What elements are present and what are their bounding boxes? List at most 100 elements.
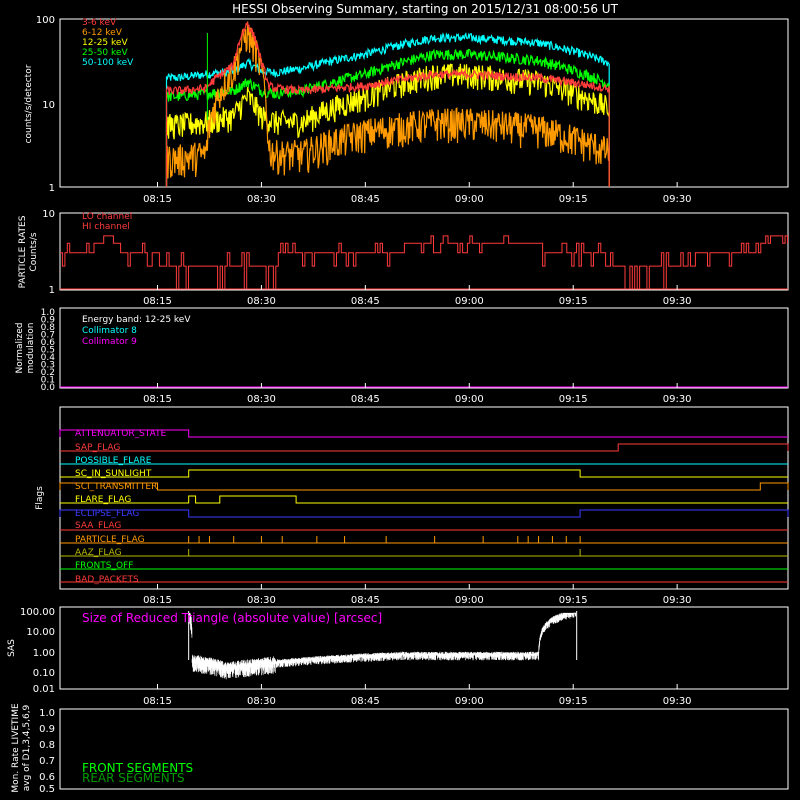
sas-ytick: 0.10 bbox=[33, 668, 55, 679]
x-tick-label: 09:00 bbox=[455, 595, 484, 606]
modulation-ytick: 0.3 bbox=[41, 361, 55, 371]
sas-ytick: 10.00 bbox=[26, 627, 55, 638]
particle-ytick: 1 bbox=[49, 285, 55, 296]
modulation-ylabel-2: modulation bbox=[26, 323, 36, 374]
modulation-ytick: 0.2 bbox=[41, 368, 55, 378]
particle-ytick: 10 bbox=[42, 209, 55, 220]
rates-3-6-kev-line bbox=[165, 21, 610, 187]
legend-25-50-kev: 25-50 keV bbox=[82, 48, 128, 58]
x-tick-label: 09:00 bbox=[455, 696, 484, 707]
x-tick-label: 09:30 bbox=[663, 696, 692, 707]
x-tick-label: 09:00 bbox=[455, 296, 484, 307]
particle-ylabel-2: Counts/s bbox=[29, 232, 39, 271]
sas-panel: SAS 100.00 10.00 1.00 0.10 0.01 Size of … bbox=[7, 606, 789, 707]
legend-3-6-kev: 3-6 keV bbox=[82, 18, 117, 28]
count-rates-series bbox=[165, 21, 610, 187]
count-rates-ytick: 10 bbox=[42, 100, 55, 111]
flags-panel: Flags ATTENUATOR_STATE SAP_FLAG POSSIBLE… bbox=[35, 406, 789, 606]
legend-12-25-kev: 12-25 keV bbox=[82, 38, 128, 48]
x-tick-label: 08:30 bbox=[247, 194, 276, 205]
livetime-ylabel-1: Mon. Rate LIVETIME bbox=[11, 703, 21, 793]
rates-50-100-kev-line bbox=[165, 32, 610, 187]
legend-energy-band: Energy band: 12-25 keV bbox=[82, 315, 191, 325]
livetime-ytick: 0.8 bbox=[39, 740, 55, 751]
legend-lo-channel: LO channel bbox=[82, 212, 132, 222]
x-tick-label: 08:15 bbox=[143, 394, 172, 405]
flag-label-bad-packets: BAD_PACKETS bbox=[75, 575, 139, 585]
modulation-yticks: 1.00.90.80.70.60.50.40.30.20.10.0 bbox=[41, 308, 56, 393]
flag-lines bbox=[59, 429, 789, 583]
flag-label-sap-flag: SAP_FLAG bbox=[75, 443, 120, 453]
flag-label-possible-flare: POSSIBLE_FLARE bbox=[75, 456, 152, 466]
flag-label-aaz-flag: AAZ_FLAG bbox=[75, 548, 122, 558]
x-tick-label: 09:15 bbox=[559, 595, 588, 606]
legend-50-100-kev: 50-100 keV bbox=[82, 58, 134, 68]
x-tick-label: 09:30 bbox=[663, 394, 692, 405]
legend-front-segments: FRONT SEGMENTS bbox=[82, 761, 193, 775]
x-tick-label: 09:15 bbox=[559, 296, 588, 307]
modulation-ylabel-1: Normalized bbox=[15, 322, 25, 373]
flag-label-particle-flag: PARTICLE_FLAG bbox=[75, 535, 145, 545]
sas-ytick: 1.00 bbox=[33, 648, 55, 659]
modulation-ytick: 0.7 bbox=[41, 331, 55, 341]
sas-ylabel: SAS bbox=[7, 639, 17, 657]
flag-line-flare-flag bbox=[60, 495, 788, 504]
livetime-ytick: 0.9 bbox=[39, 724, 55, 735]
livetime-ylabel-2: avg of D1,3,4,5,6,9 bbox=[22, 704, 32, 791]
x-tick-label: 08:30 bbox=[247, 595, 276, 606]
count-rates-ytick: 1 bbox=[49, 183, 55, 194]
particle-rates-panel: PARTICLE RATES Counts/s 10 1 LO channel … bbox=[18, 209, 789, 307]
x-tick-label: 08:45 bbox=[351, 296, 380, 307]
flag-line-eclipse-flag bbox=[59, 509, 789, 518]
x-tick-label: 08:15 bbox=[143, 296, 172, 307]
x-tick-label: 08:15 bbox=[143, 696, 172, 707]
sas-legend: Size of Reduced Triangle (absolute value… bbox=[82, 611, 382, 625]
legend-hi-channel: HI channel bbox=[82, 222, 130, 232]
x-tick-label: 09:15 bbox=[559, 696, 588, 707]
x-tick-label: 09:15 bbox=[559, 194, 588, 205]
livetime-ytick: 0.6 bbox=[39, 772, 55, 783]
sas-ytick: 0.01 bbox=[33, 684, 55, 695]
flag-label-fronts-off: FRONTS_OFF bbox=[75, 561, 133, 571]
legend-rear-segments: REAR SEGMENTS bbox=[82, 771, 185, 785]
particle-lo-channel-line bbox=[60, 235, 788, 290]
x-tick-label: 08:15 bbox=[143, 595, 172, 606]
livetime-ytick: 1.0 bbox=[39, 708, 55, 719]
sas-ytick: 100.00 bbox=[20, 607, 55, 618]
rates-25-50-kev-line bbox=[165, 48, 610, 187]
modulation-ytick: 0.0 bbox=[41, 383, 56, 393]
flag-label-sc-in-sunlight: SC_IN_SUNLIGHT bbox=[75, 469, 152, 479]
modulation-ytick: 0.9 bbox=[41, 316, 56, 326]
flag-line-sc-in-sunlight bbox=[60, 469, 788, 478]
x-tick-label: 08:45 bbox=[351, 394, 380, 405]
modulation-ytick: 0.1 bbox=[41, 376, 55, 386]
modulation-panel: Normalized modulation 1.00.90.80.70.60.5… bbox=[15, 307, 789, 405]
modulation-ytick: 0.8 bbox=[41, 323, 56, 333]
legend-6-12-kev: 6-12 keV bbox=[82, 28, 123, 38]
flag-label-flare-flag: FLARE_FLAG bbox=[75, 495, 131, 505]
count-rates-ytick: 100 bbox=[36, 15, 55, 26]
flag-line-attenuator-state bbox=[59, 429, 788, 438]
x-tick-label: 08:15 bbox=[143, 194, 172, 205]
legend-collimator-8: Collimator 8 bbox=[82, 326, 137, 336]
x-tick-label: 09:00 bbox=[455, 194, 484, 205]
x-tick-label: 09:30 bbox=[663, 595, 692, 606]
flag-label-sci-transmitter: SCI_TRANSMITTER bbox=[75, 482, 157, 492]
x-tick-label: 08:45 bbox=[351, 595, 380, 606]
modulation-ytick: 0.6 bbox=[41, 338, 56, 348]
flags-ylabel: Flags bbox=[35, 486, 45, 510]
particle-ylabel-1: PARTICLE RATES bbox=[18, 215, 28, 288]
livetime-ytick: 0.7 bbox=[39, 756, 55, 767]
flag-label-saa-flag: SAA_FLAG bbox=[75, 521, 121, 531]
modulation-ytick: 0.5 bbox=[41, 346, 55, 356]
count-rates-panel: counts/s/detector 100 10 1 3-6 keV 6-12 … bbox=[24, 15, 789, 205]
x-tick-label: 09:30 bbox=[663, 194, 692, 205]
livetime-ytick: 0.5 bbox=[39, 784, 55, 795]
flag-line-sci-transmitter bbox=[59, 482, 789, 491]
sas-triangle-size-line bbox=[189, 612, 577, 680]
x-tick-label: 08:30 bbox=[247, 696, 276, 707]
modulation-ytick: 0.4 bbox=[41, 353, 56, 363]
flag-label-attenuator-state: ATTENUATOR_STATE bbox=[75, 429, 167, 439]
x-tick-label: 09:30 bbox=[663, 296, 692, 307]
